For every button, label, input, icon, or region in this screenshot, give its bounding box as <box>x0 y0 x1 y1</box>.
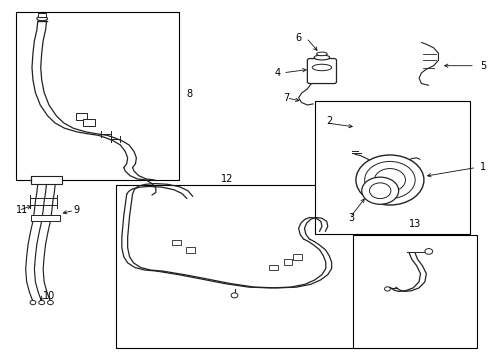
Text: 6: 6 <box>295 33 301 43</box>
Bar <box>353 235 476 348</box>
Text: 11: 11 <box>16 205 28 215</box>
Circle shape <box>424 249 432 254</box>
Circle shape <box>39 300 44 305</box>
Text: 7: 7 <box>283 93 289 103</box>
Circle shape <box>384 287 389 291</box>
Bar <box>268 265 277 270</box>
Text: 4: 4 <box>274 68 281 78</box>
Text: 12: 12 <box>221 174 233 184</box>
Circle shape <box>369 183 390 199</box>
Circle shape <box>355 155 423 205</box>
Text: 10: 10 <box>42 291 55 301</box>
Bar <box>186 247 195 252</box>
Bar <box>38 13 46 17</box>
Text: 3: 3 <box>348 212 354 222</box>
Ellipse shape <box>316 52 326 56</box>
Circle shape <box>47 300 53 305</box>
Bar <box>171 240 180 246</box>
Text: 2: 2 <box>325 116 331 126</box>
FancyBboxPatch shape <box>307 59 336 84</box>
Text: 1: 1 <box>479 162 485 172</box>
Bar <box>76 113 87 120</box>
Bar <box>115 185 360 348</box>
Circle shape <box>231 293 238 298</box>
Text: 13: 13 <box>408 219 421 229</box>
Text: 8: 8 <box>185 89 192 99</box>
Bar <box>283 259 292 265</box>
Text: 5: 5 <box>479 61 485 71</box>
Bar <box>83 119 95 126</box>
Ellipse shape <box>311 64 331 71</box>
Bar <box>30 215 60 221</box>
Ellipse shape <box>37 17 47 21</box>
Circle shape <box>30 300 36 305</box>
Circle shape <box>361 177 398 204</box>
Circle shape <box>364 161 414 199</box>
Ellipse shape <box>313 55 329 60</box>
Bar <box>30 176 62 184</box>
Bar <box>16 12 178 180</box>
Text: 9: 9 <box>73 205 79 215</box>
Bar <box>293 254 302 260</box>
Circle shape <box>374 168 405 192</box>
Bar <box>314 102 469 234</box>
